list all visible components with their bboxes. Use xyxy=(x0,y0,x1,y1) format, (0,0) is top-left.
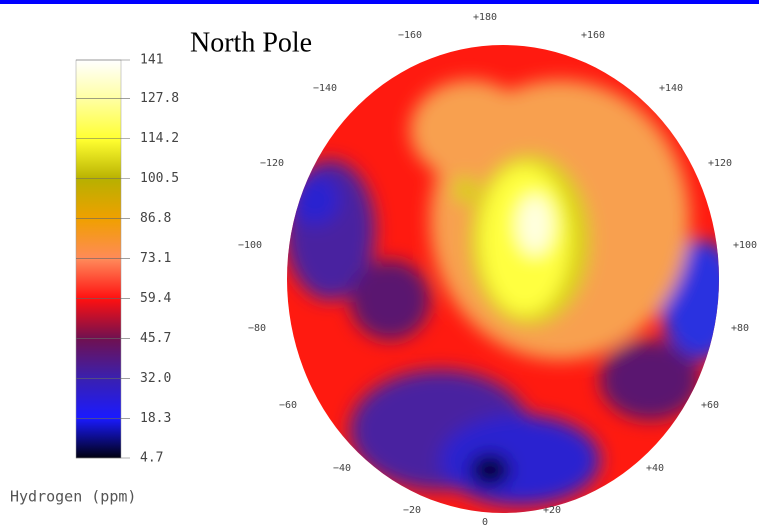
hydrogen-map xyxy=(280,40,740,520)
map-title: North Pole xyxy=(190,27,312,58)
longitude-label: −120 xyxy=(260,158,284,169)
longitude-label: +140 xyxy=(659,83,683,94)
longitude-label: +80 xyxy=(731,323,749,334)
longitude-label: +120 xyxy=(708,158,732,169)
longitude-label: +20 xyxy=(543,505,561,516)
colorbar xyxy=(76,60,121,458)
colorbar-label: Hydrogen (ppm) xyxy=(10,488,136,506)
colorbar-tick-label: 45.7 xyxy=(140,331,171,346)
colorbar-tick-label: 141 xyxy=(140,53,163,68)
longitude-label: 0 xyxy=(482,517,488,528)
longitude-label: −40 xyxy=(333,463,351,474)
longitude-label: −140 xyxy=(313,83,337,94)
longitude-label: +40 xyxy=(646,463,664,474)
colorbar-tick-label: 86.8 xyxy=(140,211,171,226)
colorbar-tick-label: 100.5 xyxy=(140,171,179,186)
colorbar-tick-label: 114.2 xyxy=(140,131,179,146)
longitude-label: −20 xyxy=(403,505,421,516)
longitude-label: +100 xyxy=(733,240,757,251)
colorbar-tick-label: 127.8 xyxy=(140,91,179,106)
colorbar-tick-label: 32.0 xyxy=(140,371,171,386)
longitude-label: −80 xyxy=(248,323,266,334)
longitude-label: −160 xyxy=(398,30,422,41)
colorbar-tick-label: 4.7 xyxy=(140,451,163,466)
longitude-label: +180 xyxy=(473,12,497,23)
colorbar-tick-label: 18.3 xyxy=(140,411,171,426)
longitude-label: −60 xyxy=(279,400,297,411)
page: North Pole Hydrogen (ppm) 141 127.8 114.2 1… xyxy=(0,0,759,530)
colorbar-tick-label: 73.1 xyxy=(140,251,171,266)
colorbar-tick-label: 59.4 xyxy=(140,291,171,306)
top-bar xyxy=(0,0,759,4)
longitude-label: +160 xyxy=(581,30,605,41)
longitude-label: +60 xyxy=(701,400,719,411)
longitude-label: −100 xyxy=(238,240,262,251)
